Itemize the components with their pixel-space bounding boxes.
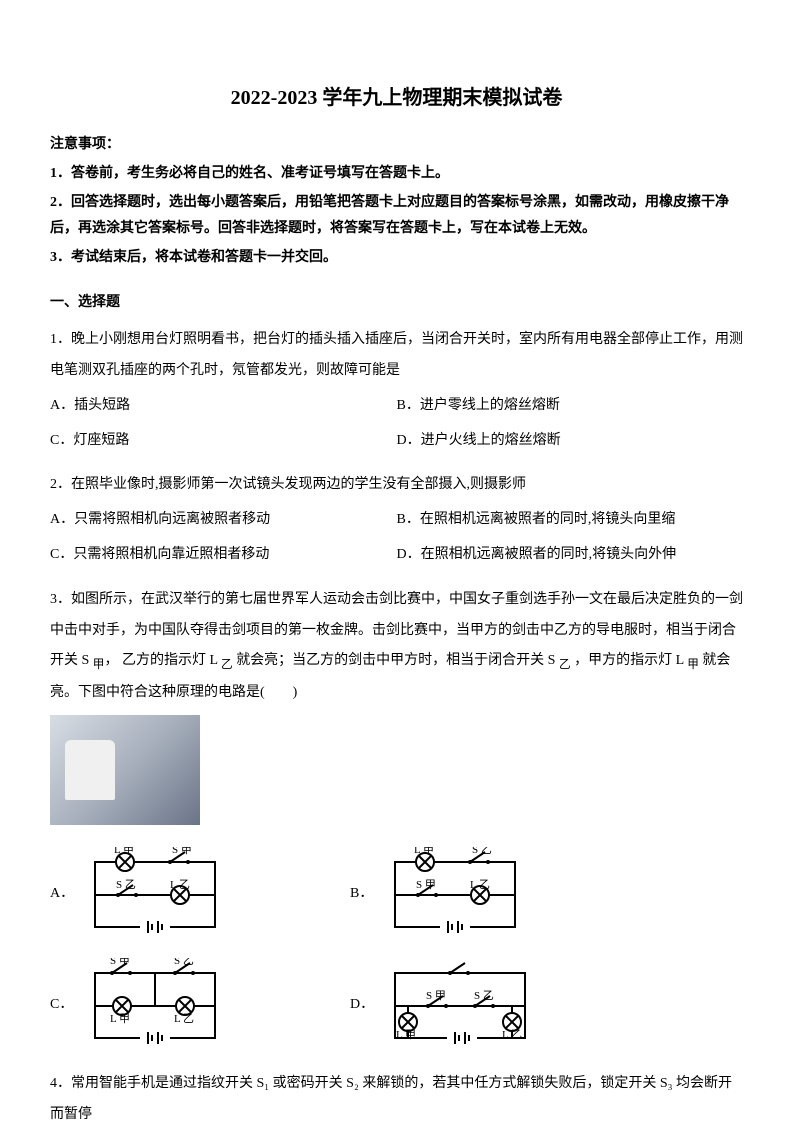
page-title: 2022-2023 学年九上物理期末模拟试卷	[50, 80, 743, 116]
circuit-row-1: A． L 甲 S 甲 S 乙 L 乙	[50, 847, 743, 942]
svg-text:L 乙: L 乙	[502, 1028, 522, 1041]
fencing-photo	[50, 715, 200, 825]
q3-option-a-label: A．	[50, 879, 80, 910]
q1-option-c: C．灯座短路	[50, 426, 397, 457]
q1-option-d: D．进户火线上的熔丝熔断	[397, 426, 744, 457]
option-c-cell: C． S 甲 S 乙 L 甲 L 乙	[50, 958, 230, 1053]
circuit-diagram-b: L 甲 S 乙 S 甲 L 乙	[380, 847, 530, 942]
svg-text:L 乙: L 乙	[470, 878, 490, 891]
option-b-cell: B． L 甲 S 乙 S 甲 L 乙	[350, 847, 530, 942]
section-1-heading: 一、选择题	[50, 290, 743, 315]
q1-stem: 1．晚上小刚想用台灯照明看书，把台灯的插头插入插座后，当闭合开关时，室内所有用电…	[50, 325, 743, 387]
notice-item-3: 3．考试结束后，将本试卷和答题卡一并交回。	[50, 245, 743, 270]
option-d-cell: D． S 甲 S 乙 L 甲 L 乙	[350, 958, 540, 1053]
svg-text:S 乙: S 乙	[116, 878, 136, 891]
svg-text:S 甲: S 甲	[426, 990, 446, 1002]
option-a-cell: A． L 甲 S 甲 S 乙 L 乙	[50, 847, 230, 942]
q3-option-b-label: B．	[350, 879, 380, 910]
q2-option-a: A．只需将照相机向远离被照者移动	[50, 505, 397, 536]
question-1: 1．晚上小刚想用台灯照明看书，把台灯的插头插入插座后，当闭合开关时，室内所有用电…	[50, 325, 743, 456]
svg-text:S 乙: S 乙	[474, 989, 494, 1002]
svg-text:S 乙: S 乙	[174, 958, 194, 967]
q2-option-d: D．在照相机远离被照者的同时,将镜头向外伸	[397, 540, 744, 571]
circuit-diagram-d: S 甲 S 乙 L 甲 L 乙	[380, 958, 540, 1053]
question-3: 3．如图所示，在武汉举行的第七届世界军人运动会击剑比赛中，中国女子重剑选手孙一文…	[50, 585, 743, 1054]
q2-stem: 2．在照毕业像时,摄影师第一次试镜头发现两边的学生没有全部摄入,则摄影师	[50, 470, 743, 501]
question-2: 2．在照毕业像时,摄影师第一次试镜头发现两边的学生没有全部摄入,则摄影师 A．只…	[50, 470, 743, 570]
notice-item-2: 2．回答选择题时，选出每小题答案后，用铅笔把答题卡上对应题目的答案标号涂黑，如需…	[50, 190, 743, 240]
svg-text:L 乙: L 乙	[170, 878, 190, 891]
notice-item-1: 1．答卷前，考生务必将自己的姓名、准考证号填写在答题卡上。	[50, 161, 743, 186]
q3-option-c-label: C．	[50, 990, 80, 1021]
svg-text:S 乙: S 乙	[472, 847, 492, 856]
q2-option-b: B．在照相机远离被照者的同时,将镜头向里缩	[397, 505, 744, 536]
q2-option-c: C．只需将照相机向靠近照相者移动	[50, 540, 397, 571]
q3-stem: 3．如图所示，在武汉举行的第七届世界军人运动会击剑比赛中，中国女子重剑选手孙一文…	[50, 585, 743, 709]
svg-text:L 甲: L 甲	[114, 847, 134, 856]
svg-text:S 甲: S 甲	[110, 958, 130, 967]
q1-option-b: B．进户零线上的熔丝熔断	[397, 391, 744, 422]
q1-option-a: A．插头短路	[50, 391, 397, 422]
svg-text:L 甲: L 甲	[110, 1013, 130, 1025]
q3-option-d-label: D．	[350, 990, 380, 1021]
svg-text:L 甲: L 甲	[414, 847, 434, 856]
svg-text:S 甲: S 甲	[416, 879, 436, 891]
circuit-diagram-c: S 甲 S 乙 L 甲 L 乙	[80, 958, 230, 1053]
svg-text:S 甲: S 甲	[172, 847, 192, 856]
circuit-diagram-a: L 甲 S 甲 S 乙 L 乙	[80, 847, 230, 942]
notice-heading: 注意事项：	[50, 132, 743, 157]
svg-text:L 乙: L 乙	[174, 1012, 194, 1025]
circuit-row-2: C． S 甲 S 乙 L 甲 L 乙 D	[50, 958, 743, 1053]
svg-text:L 甲: L 甲	[396, 1029, 416, 1041]
